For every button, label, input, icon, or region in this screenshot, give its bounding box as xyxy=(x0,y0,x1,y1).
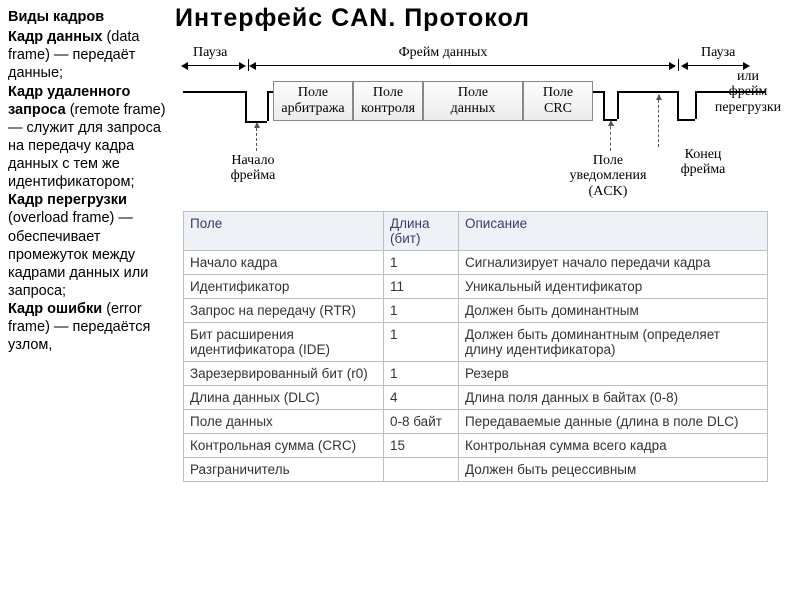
table-row: Начало кадра1Сигнализирует начало переда… xyxy=(184,251,768,275)
term-overload-frame: Кадр перегрузки xyxy=(8,192,127,208)
field-crc: Поле CRC xyxy=(523,81,593,121)
label-pause-left: Пауза xyxy=(193,45,227,60)
sidebar: Виды кадров Кадр данных (data frame) — п… xyxy=(0,0,175,600)
label-pause-right: Пауза xyxy=(701,45,735,60)
table-body: Начало кадра1Сигнализирует начало переда… xyxy=(184,251,768,482)
table-row: Поле данных0-8 байтПередаваемые данные (… xyxy=(184,410,768,434)
th-length: Длина (бит) xyxy=(384,212,459,251)
table-row: РазграничительДолжен быть рецессивным xyxy=(184,458,768,482)
label-end-frame: Конец фрейма xyxy=(668,147,738,178)
table-row: Идентификатор11Уникальный идентификатор xyxy=(184,275,768,299)
table-row: Зарезервированный бит (r0)1Резерв xyxy=(184,362,768,386)
sidebar-heading: Виды кадров xyxy=(8,8,171,26)
field-control: Поле контроля xyxy=(353,81,423,121)
table-header-row: Поле Длина (бит) Описание xyxy=(184,212,768,251)
th-desc: Описание xyxy=(459,212,768,251)
table-row: Бит расширения идентификатора (IDE)1Долж… xyxy=(184,323,768,362)
term-data-frame: Кадр данных xyxy=(8,29,102,45)
label-frame-data: Фрейм данных xyxy=(383,45,503,60)
table-row: Запрос на передачу (RTR)1Должен быть дом… xyxy=(184,299,768,323)
table-row: Длина данных (DLC)4Длина поля данных в б… xyxy=(184,386,768,410)
main-content: Интерфейс CAN. Протокол Пауза Фрейм данн… xyxy=(175,0,800,600)
term-error-frame: Кадр ошибки xyxy=(8,301,102,317)
label-start-frame: Начало фрейма xyxy=(213,153,293,184)
fields-table: Поле Длина (бит) Описание Начало кадра1С… xyxy=(183,211,768,482)
th-field: Поле xyxy=(184,212,384,251)
label-ack: Поле уведомления (ACK) xyxy=(553,153,663,199)
frame-diagram: Пауза Фрейм данных Пауза или фрейм перег… xyxy=(183,41,783,211)
field-arbitration: Поле арбитража xyxy=(273,81,353,121)
page-title: Интерфейс CAN. Протокол xyxy=(175,4,800,33)
sidebar-body: Кадр данных (data frame) — передаёт данн… xyxy=(8,28,171,354)
field-data: Поле данных xyxy=(423,81,523,121)
table-row: Контрольная сумма (CRC)15Контрольная сум… xyxy=(184,434,768,458)
